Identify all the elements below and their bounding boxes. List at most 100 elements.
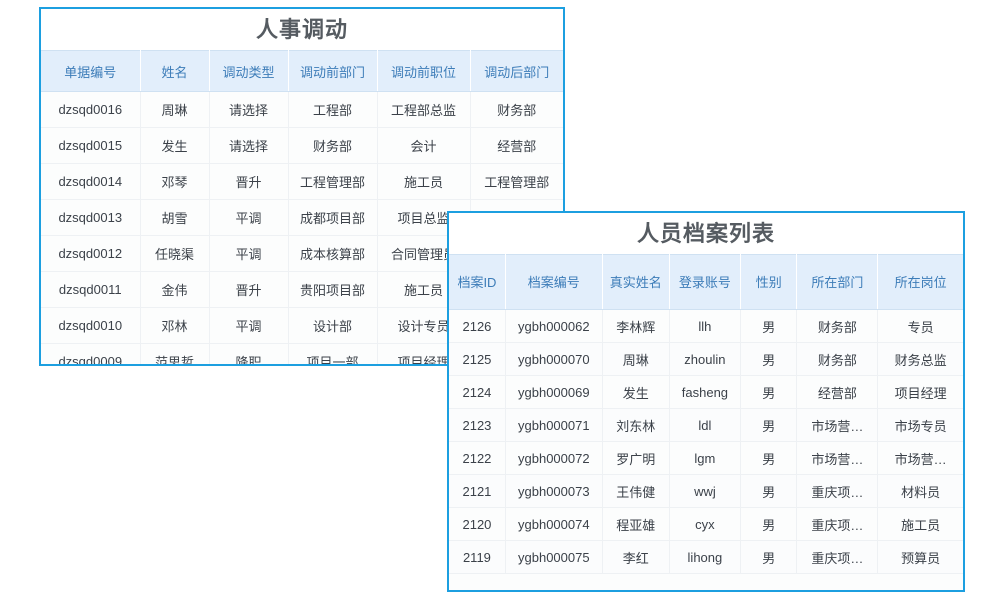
cell-name[interactable]: 任晓渠 [140,235,210,272]
cell-department: 经营部 [796,375,879,409]
cell-department: 市场营… [796,408,879,442]
column-header-position[interactable]: 所在岗位 [877,254,963,310]
cell-position: 项目经理 [877,375,963,409]
cell-dept-before: 设计部 [288,307,378,344]
table-row[interactable]: 2120 ygbh000074 程亚雄 cyx 男 重庆项… 施工员 [449,507,963,541]
column-header-dept-after[interactable]: 调动后部门 [470,50,563,92]
cell-position: 市场营… [877,441,963,475]
table-row[interactable]: dzsqd0016 周琳 请选择 工程部 工程部总监 财务部 [41,91,563,128]
cell-department: 重庆项… [796,540,879,574]
cell-department: 重庆项… [796,507,879,541]
cell-gender: 男 [740,474,798,508]
cell-real-name[interactable]: 刘东林 [602,408,670,442]
cell-position-before: 会计 [377,127,471,164]
cell-gender: 男 [740,441,798,475]
cell-gender: 男 [740,507,798,541]
cell-name[interactable]: 邓琴 [140,163,210,200]
column-header-position-before[interactable]: 调动前职位 [377,50,471,92]
column-header-name[interactable]: 姓名 [140,50,210,92]
table-header-row: 单据编号 姓名 调动类型 调动前部门 调动前职位 调动后部门 [41,50,563,92]
cell-doc-no[interactable]: dzsqd0011 [41,271,141,308]
cell-archive-id: 2124 [449,375,506,409]
cell-gender: 男 [740,408,798,442]
cell-position: 施工员 [877,507,963,541]
column-header-doc-no[interactable]: 单据编号 [41,50,141,92]
archive-table-body: 2126 ygbh000062 李林辉 llh 男 财务部 专员 2125 yg… [449,309,963,574]
cell-doc-no[interactable]: dzsqd0009 [41,343,141,364]
cell-doc-no[interactable]: dzsqd0014 [41,163,141,200]
cell-gender: 男 [740,375,798,409]
cell-dept-before: 工程部 [288,91,378,128]
cell-archive-id: 2120 [449,507,506,541]
table-row[interactable]: 2124 ygbh000069 发生 fasheng 男 经营部 项目经理 [449,375,963,409]
column-header-dept-before[interactable]: 调动前部门 [288,50,378,92]
table-row[interactable]: 2119 ygbh000075 李红 lihong 男 重庆项… 预算员 [449,540,963,574]
cell-archive-id: 2122 [449,441,506,475]
cell-dept-before: 财务部 [288,127,378,164]
column-header-real-name[interactable]: 真实姓名 [602,254,670,310]
cell-dept-before: 成本核算部 [288,235,378,272]
cell-transfer-type: 晋升 [209,271,289,308]
cell-doc-no[interactable]: dzsqd0013 [41,199,141,236]
cell-position-before: 施工员 [377,163,471,200]
table-header-row: 档案ID 档案编号 真实姓名 登录账号 性别 所在部门 所在岗位 [449,254,963,310]
cell-name[interactable]: 邓林 [140,307,210,344]
cell-archive-id: 2125 [449,342,506,376]
cell-login-account: llh [669,309,742,343]
page-title-transfers: 人事调动 [41,9,563,50]
column-header-gender[interactable]: 性别 [740,254,798,310]
table-row[interactable]: 2123 ygbh000071 刘东林 ldl 男 市场营… 市场专员 [449,408,963,442]
cell-gender: 男 [740,540,798,574]
column-header-department[interactable]: 所在部门 [796,254,879,310]
cell-name[interactable]: 周琳 [140,91,210,128]
cell-name[interactable]: 范思哲 [140,343,210,364]
cell-position: 预算员 [877,540,963,574]
cell-name[interactable]: 胡雪 [140,199,210,236]
cell-archive-id: 2126 [449,309,506,343]
table-row[interactable]: dzsqd0015 发生 请选择 财务部 会计 经营部 [41,127,563,164]
table-row[interactable]: 2126 ygbh000062 李林辉 llh 男 财务部 专员 [449,309,963,343]
cell-name[interactable]: 发生 [140,127,210,164]
cell-archive-no: ygbh000074 [505,507,603,541]
cell-doc-no[interactable]: dzsqd0016 [41,91,141,128]
column-header-archive-no[interactable]: 档案编号 [505,254,603,310]
cell-position: 市场专员 [877,408,963,442]
cell-login-account: lgm [669,441,742,475]
cell-position: 专员 [877,309,963,343]
table-row[interactable]: 2121 ygbh000073 王伟健 wwj 男 重庆项… 材料员 [449,474,963,508]
cell-department: 财务部 [796,342,879,376]
cell-real-name[interactable]: 发生 [602,375,670,409]
cell-position-before: 工程部总监 [377,91,471,128]
cell-archive-id: 2123 [449,408,506,442]
cell-doc-no[interactable]: dzsqd0010 [41,307,141,344]
cell-real-name[interactable]: 王伟健 [602,474,670,508]
table-row[interactable]: 2122 ygbh000072 罗广明 lgm 男 市场营… 市场营… [449,441,963,475]
table-row[interactable]: 2125 ygbh000070 周琳 zhoulin 男 财务部 财务总监 [449,342,963,376]
cell-doc-no[interactable]: dzsqd0012 [41,235,141,272]
cell-position: 财务总监 [877,342,963,376]
cell-login-account: cyx [669,507,742,541]
cell-archive-no: ygbh000072 [505,441,603,475]
cell-archive-no: ygbh000075 [505,540,603,574]
column-header-archive-id[interactable]: 档案ID [449,254,506,310]
cell-doc-no[interactable]: dzsqd0015 [41,127,141,164]
cell-position: 材料员 [877,474,963,508]
cell-real-name[interactable]: 周琳 [602,342,670,376]
cell-transfer-type: 请选择 [209,127,289,164]
cell-real-name[interactable]: 李林辉 [602,309,670,343]
cell-transfer-type: 降职 [209,343,289,364]
cell-archive-id: 2119 [449,540,506,574]
cell-transfer-type: 请选择 [209,91,289,128]
cell-archive-id: 2121 [449,474,506,508]
column-header-login-account[interactable]: 登录账号 [669,254,742,310]
cell-real-name[interactable]: 李红 [602,540,670,574]
cell-dept-before: 贵阳项目部 [288,271,378,308]
cell-dept-before: 工程管理部 [288,163,378,200]
table-row[interactable]: dzsqd0014 邓琴 晋升 工程管理部 施工员 工程管理部 [41,163,563,200]
cell-name[interactable]: 金伟 [140,271,210,308]
cell-archive-no: ygbh000070 [505,342,603,376]
page-title-archives: 人员档案列表 [449,213,963,254]
column-header-transfer-type[interactable]: 调动类型 [209,50,289,92]
cell-real-name[interactable]: 程亚雄 [602,507,670,541]
cell-real-name[interactable]: 罗广明 [602,441,670,475]
